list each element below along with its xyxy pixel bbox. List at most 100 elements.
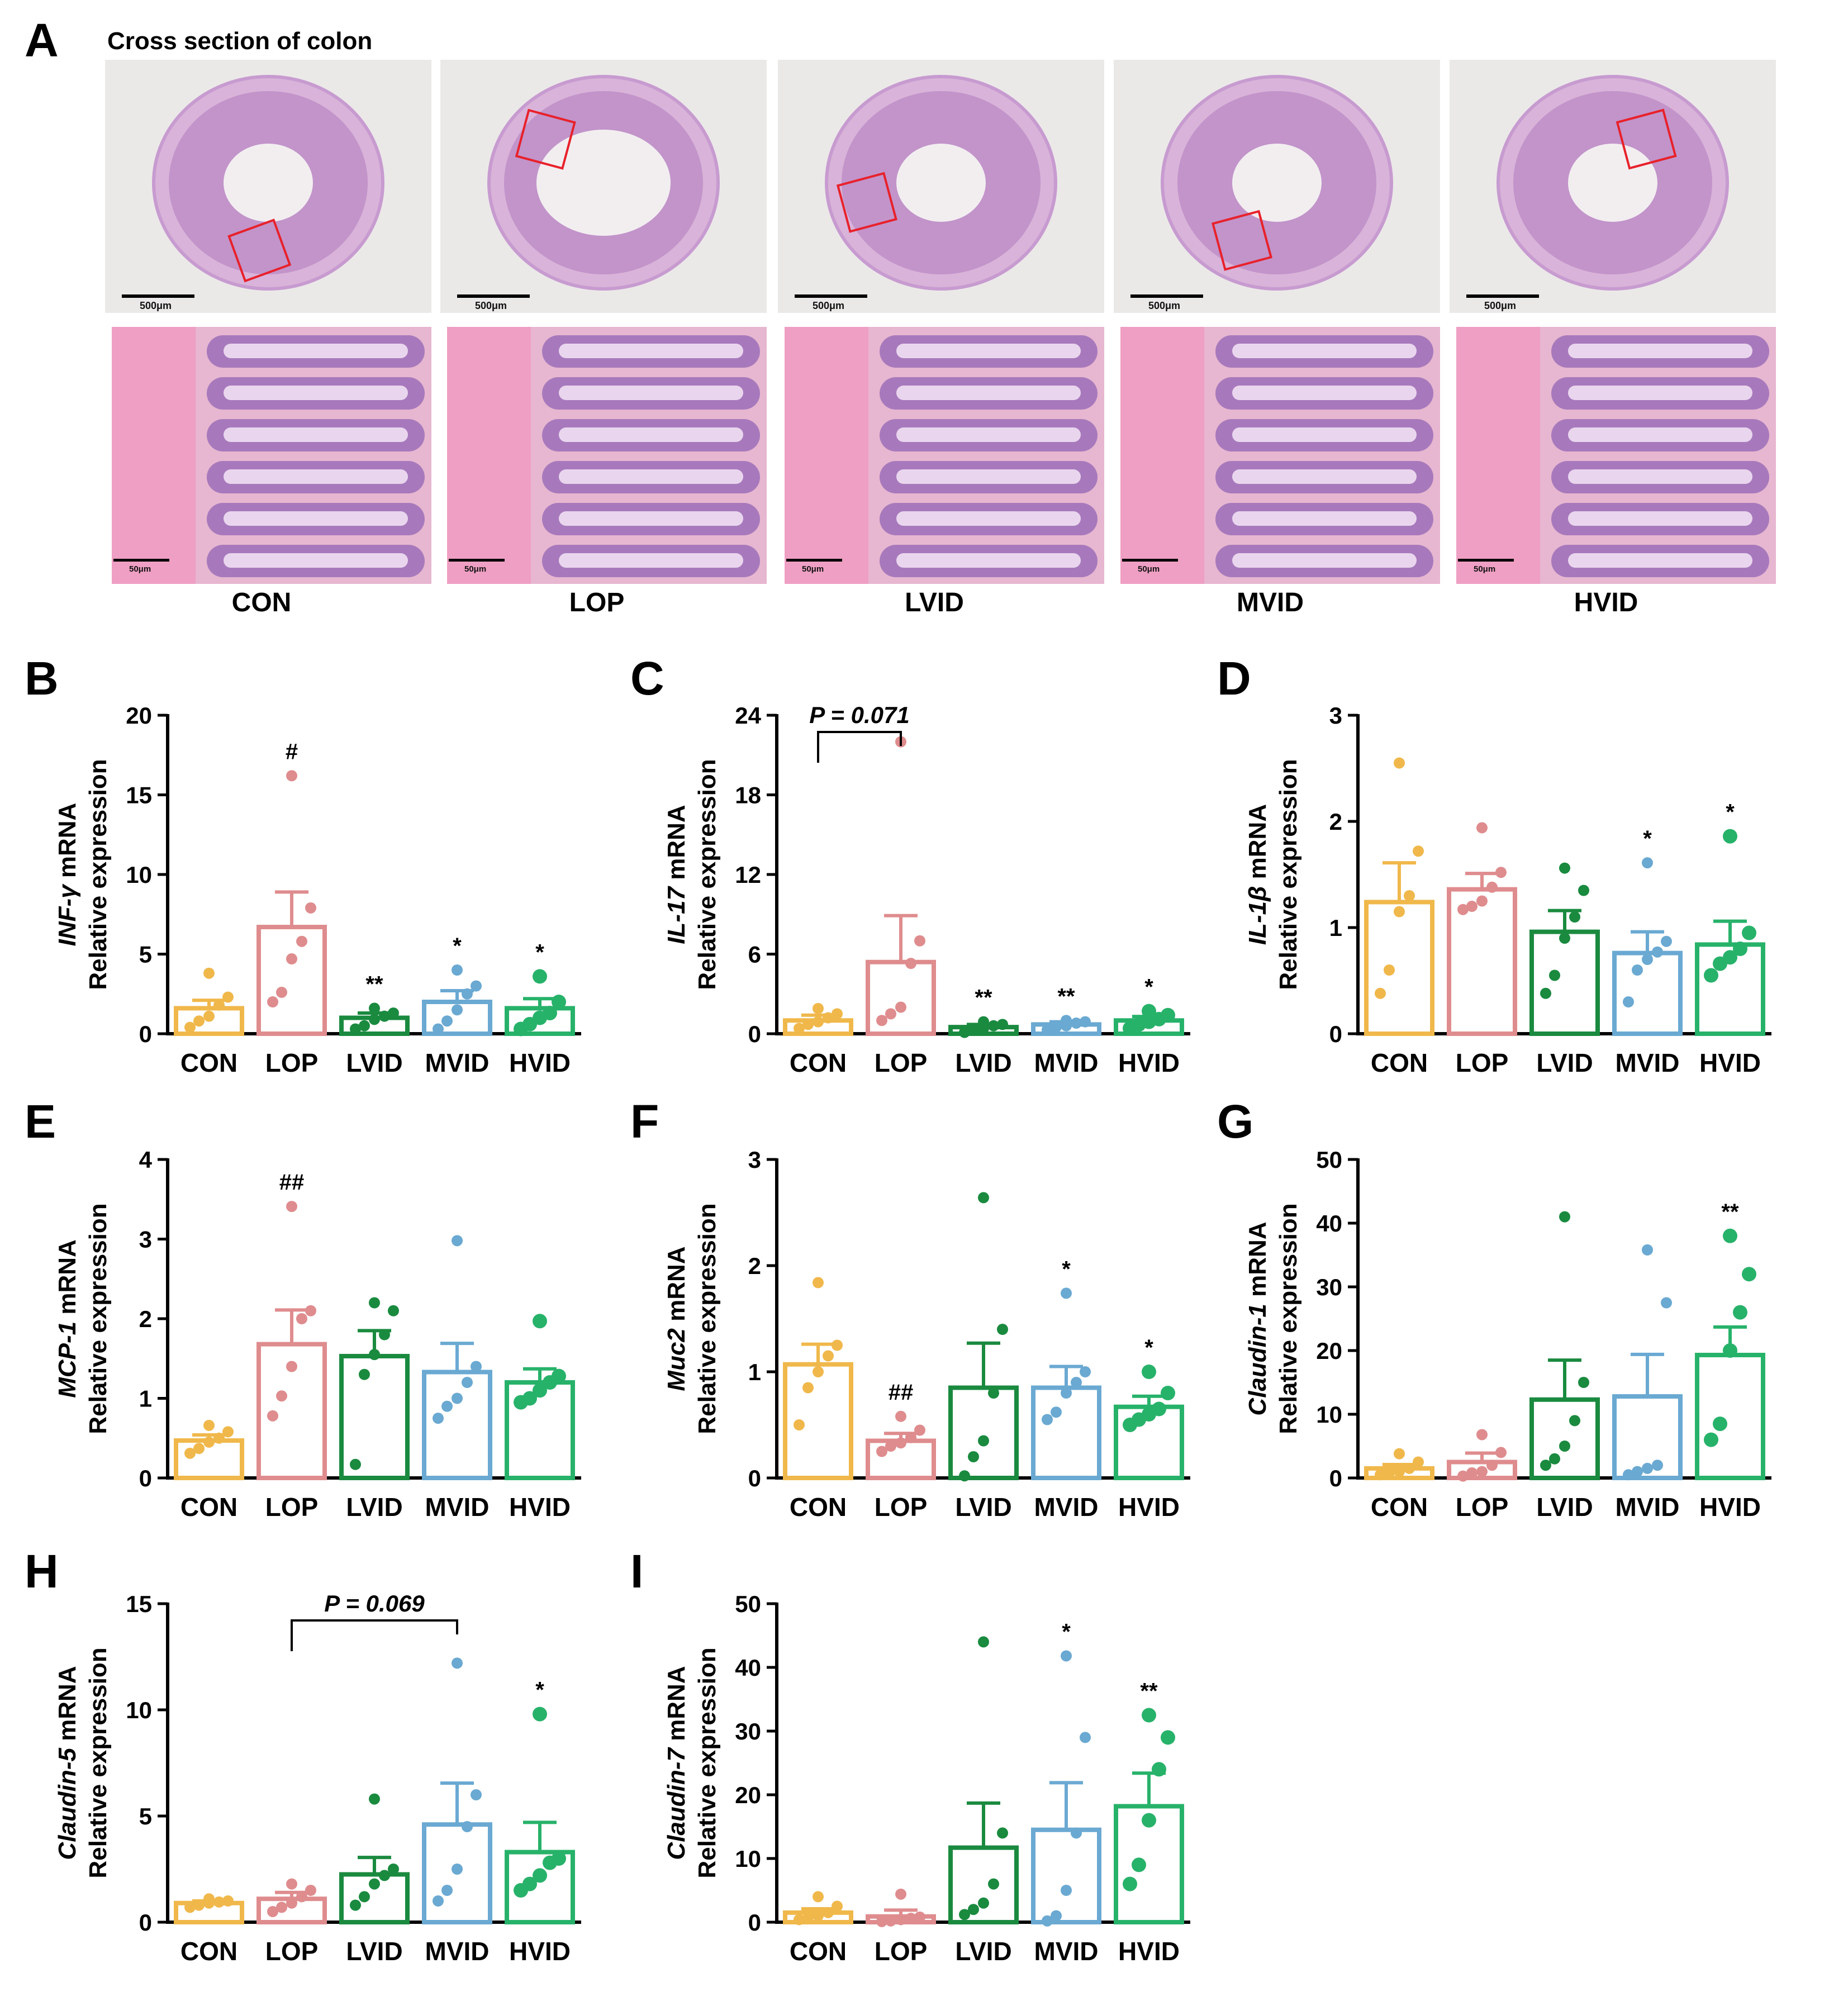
data-point-lop (876, 1015, 887, 1026)
scale-bar (786, 559, 842, 562)
data-point-mvid (462, 1821, 473, 1832)
data-point-con (184, 1447, 196, 1459)
bar-lop (256, 1342, 327, 1480)
y-tick-label: 1 (139, 1386, 152, 1412)
data-point-lvid (968, 1024, 979, 1035)
data-point-mvid (1042, 1414, 1053, 1425)
ylabel-suffix: mRNA (663, 1246, 690, 1328)
x-tick-label-con: CON (790, 1937, 847, 1966)
data-point-hvid (522, 1876, 537, 1891)
chart-muc2: Muc2 mRNA Relative expression 0 1 2 3 CON LOP ##… (631, 1115, 1213, 1562)
x-tick-label-hvid: HVID (1118, 1048, 1180, 1077)
data-point-lvid (369, 1878, 380, 1890)
data-point-lvid (988, 1878, 999, 1890)
data-point-con (193, 1899, 205, 1911)
zoom-region-box (1211, 210, 1272, 271)
ylabel-suffix: mRNA (54, 803, 81, 885)
data-point-lop (876, 1446, 887, 1457)
y-tick-label: 5 (139, 1803, 152, 1829)
scale-bar-label: 50μm (1138, 564, 1160, 574)
data-point-hvid (552, 1368, 566, 1384)
data-point-hvid (1152, 1762, 1166, 1777)
data-point-mvid (1642, 1462, 1653, 1474)
data-point-lop (905, 958, 916, 969)
x-tick-label-hvid: HVID (509, 1492, 571, 1522)
data-point-lvid (388, 1864, 399, 1875)
data-point-lop (1476, 1429, 1488, 1441)
data-point-con (222, 1895, 234, 1907)
y-tick-label: 10 (735, 1846, 761, 1872)
data-point-lvid (978, 1435, 989, 1447)
comparison-bracket (817, 731, 902, 763)
ylabel-suffix: mRNA (1244, 804, 1271, 886)
x-tick-label-lvid: LVID (1536, 1048, 1593, 1077)
scale-bar-label: 50μm (129, 564, 151, 574)
crypt-lumen (1232, 511, 1417, 526)
data-point-lop (1486, 881, 1498, 893)
zoom-region-box (836, 172, 897, 233)
x-tick-label-con: CON (180, 1937, 237, 1966)
data-point-lvid (388, 1305, 399, 1316)
data-point-con (184, 1902, 196, 1913)
group-label-con: CON (231, 588, 292, 617)
data-point-lvid (369, 1014, 380, 1025)
panel-letter-a: A (25, 14, 59, 66)
data-point-lvid (350, 1023, 361, 1035)
data-point-con (1413, 1456, 1424, 1468)
data-point-con (794, 1914, 805, 1926)
overview-image-mvid (1114, 60, 1440, 313)
data-point-lop (895, 1437, 906, 1449)
data-point-lop (1486, 1460, 1498, 1471)
x-tick-label-mvid: MVID (425, 1048, 490, 1077)
data-point-lop (895, 1410, 906, 1422)
bar-mvid (1031, 1827, 1101, 1925)
chart-claudin7: Claudin-7 mRNA Relative expression 0 10 20 30… (631, 1559, 1213, 2006)
crypt-lumen (896, 511, 1081, 526)
significance-mark-hvid: * (535, 940, 544, 964)
x-tick-label-con: CON (1371, 1492, 1428, 1522)
significance-mark-mvid: * (453, 934, 462, 958)
scale-bar (1122, 559, 1178, 562)
y-tick-label: 30 (1316, 1274, 1342, 1300)
data-point-hvid (1161, 1386, 1175, 1400)
data-point-lop (276, 1902, 287, 1913)
y-tick-label: 12 (735, 862, 761, 888)
ylabel-suffix: mRNA (1244, 1221, 1271, 1304)
muscle-layer (112, 327, 196, 584)
crypt-lumen (559, 511, 743, 526)
data-point-lvid (1559, 1211, 1570, 1223)
y-tick-label: 10 (126, 1697, 152, 1723)
data-point-lop (876, 1915, 887, 1927)
scale-bar-label: 50μm (802, 564, 824, 574)
data-point-lop (267, 1906, 278, 1917)
data-point-hvid (1723, 1228, 1737, 1243)
y-tick-label: 0 (1329, 1021, 1342, 1047)
y-axis-label-line1: Claudin-5 mRNA (54, 1666, 81, 1860)
x-tick-label-hvid: HVID (509, 1048, 571, 1077)
data-point-hvid (1713, 1416, 1727, 1432)
ylabel-suffix: mRNA (54, 1239, 81, 1322)
bar-hvid (1695, 942, 1765, 1036)
lumen (536, 130, 671, 236)
crypt-lumen (1232, 553, 1417, 568)
group-label-mvid: MVID (1237, 588, 1304, 617)
significance-mark-hvid: * (535, 1678, 544, 1703)
zoom-image-mvid (1120, 327, 1440, 584)
data-point-mvid (1661, 1297, 1672, 1309)
scale-bar-label: 500μm (813, 300, 845, 311)
x-tick-label-lop: LOP (875, 1492, 928, 1522)
x-tick-label-mvid: MVID (425, 1937, 490, 1966)
data-point-mvid (452, 964, 463, 976)
x-tick-label-con: CON (180, 1492, 237, 1522)
x-tick-label-lvid: LVID (346, 1048, 402, 1077)
data-point-con (193, 1443, 205, 1454)
data-point-con (222, 991, 234, 1003)
data-point-lvid (1549, 969, 1560, 981)
zoom-image-con (112, 327, 431, 584)
data-point-lop (1457, 1470, 1469, 1482)
data-point-hvid (543, 1005, 557, 1020)
data-point-con (203, 1010, 215, 1022)
gene-name: Claudin-1 (1244, 1304, 1271, 1415)
data-point-lop (305, 1885, 316, 1896)
y-axis-label-line2: Relative expression (84, 1203, 112, 1434)
